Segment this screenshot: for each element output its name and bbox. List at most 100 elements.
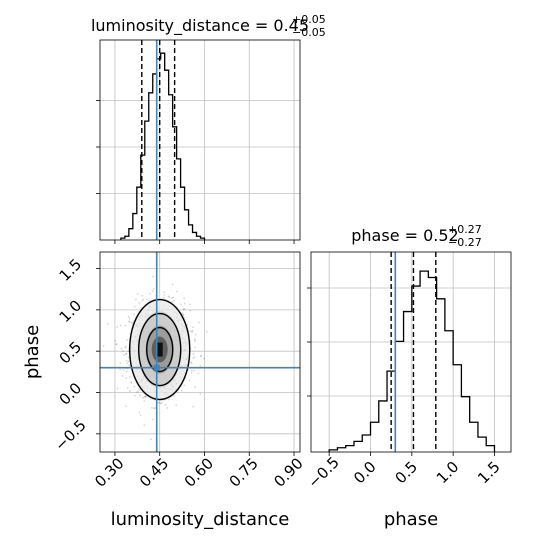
scatter-point (124, 324, 127, 327)
x-tick-label: 0.75 (226, 454, 262, 490)
scatter-point (197, 321, 200, 324)
scatter-point (188, 303, 191, 306)
scatter-point (143, 424, 146, 427)
scatter-point (179, 303, 182, 306)
scatter-point (128, 360, 130, 363)
scatter-point (150, 407, 153, 409)
scatter-point (136, 292, 139, 295)
scatter-point (130, 381, 133, 384)
scatter-point (168, 296, 171, 299)
scatter-point (194, 333, 197, 336)
y-axis-label-phase: phase (22, 325, 43, 379)
scatter-point (138, 389, 141, 391)
scatter-point (127, 315, 130, 318)
scatter-point (183, 297, 185, 300)
scatter-point (181, 312, 184, 314)
scatter-point (138, 411, 141, 414)
scatter-point (125, 359, 128, 362)
phase-histogram-panel: −0.5 0.0 0.5 1.0 1.5 (304, 251, 512, 492)
scatter-point (170, 297, 173, 299)
histogram-step-line (328, 270, 496, 452)
luminosity-distance-histogram-panel (96, 39, 301, 244)
scatter-point (128, 317, 131, 320)
scatter-point (149, 292, 152, 295)
contour-line (138, 312, 182, 387)
scatter-point (143, 395, 146, 398)
scatter-point (152, 288, 155, 290)
scatter-point (193, 338, 196, 341)
scatter-point (130, 321, 133, 324)
scatter-point (142, 298, 145, 301)
scatter-point (119, 368, 122, 371)
scatter-point (190, 369, 193, 372)
contour-line (146, 326, 174, 373)
scatter-point (190, 361, 193, 364)
scatter-point (127, 356, 130, 359)
scatter-point (151, 418, 154, 421)
scatter-point (164, 403, 167, 406)
scatter-point (126, 362, 129, 364)
scatter-point (183, 302, 186, 305)
scatter-point (125, 377, 128, 380)
scatter-point (126, 339, 129, 341)
phase-title: phase = 0.52 (351, 226, 458, 245)
scatter-point (171, 283, 174, 286)
scatter-point (125, 353, 128, 356)
scatter-point (114, 339, 116, 342)
scatter-point (199, 355, 202, 358)
scatter-point (121, 375, 124, 377)
scatter-point (125, 345, 128, 348)
scatter-point (167, 295, 170, 298)
y-tick-label: 0.0 (56, 379, 86, 409)
luminosity-distance-title-sub: −0.05 (292, 26, 326, 39)
y-tick-label: 1.0 (56, 297, 86, 327)
scatter-point (197, 372, 200, 375)
x-axis-label-luminosity-distance: luminosity_distance (111, 509, 290, 530)
scatter-point (157, 401, 160, 404)
scatter-point (138, 394, 141, 397)
scatter-point (154, 407, 156, 409)
scatter-point (205, 330, 208, 333)
scatter-point (128, 375, 131, 378)
scatter-point (115, 343, 118, 346)
scatter-point (115, 343, 118, 346)
scatter-point (194, 346, 197, 349)
scatter-point (192, 357, 195, 360)
scatter-point (128, 320, 131, 323)
scatter-point (142, 397, 145, 399)
scatter-point (133, 305, 136, 308)
scatter-point (151, 290, 154, 293)
scatter-point (152, 275, 155, 278)
x-tick-label: 0.45 (136, 454, 172, 490)
scatter-point (192, 326, 194, 329)
scatter-point (163, 291, 166, 293)
scatter-point (153, 407, 155, 410)
scatter-point (139, 414, 142, 416)
scatter-point (189, 309, 192, 312)
scatter-point (135, 391, 138, 393)
scatter-point (158, 401, 161, 404)
scatter-point (182, 308, 185, 311)
scatter-point (192, 352, 195, 355)
density-peak (156, 342, 163, 357)
scatter-point (191, 331, 194, 333)
x-tick-label: 1.5 (474, 458, 504, 488)
y-tick-label: −0.5 (51, 416, 89, 454)
scatter-point (106, 322, 109, 325)
x-tick-label: 1.0 (433, 458, 463, 488)
x-tick-label: 0.30 (91, 454, 127, 490)
scatter-point (122, 369, 125, 371)
panel-frame (310, 251, 512, 453)
scatter-point (192, 405, 195, 408)
scatter-point (119, 324, 122, 327)
scatter-point (194, 386, 197, 388)
y-tick-label: 1.5 (56, 255, 86, 285)
scatter-point (199, 393, 202, 395)
x-tick-label: 0.90 (270, 454, 306, 490)
scatter-point (123, 354, 125, 356)
panel-frame (99, 39, 301, 241)
scatter-point (183, 308, 186, 310)
scatter-point (121, 350, 124, 353)
scatter-point (124, 405, 127, 408)
scatter-point (190, 362, 193, 365)
